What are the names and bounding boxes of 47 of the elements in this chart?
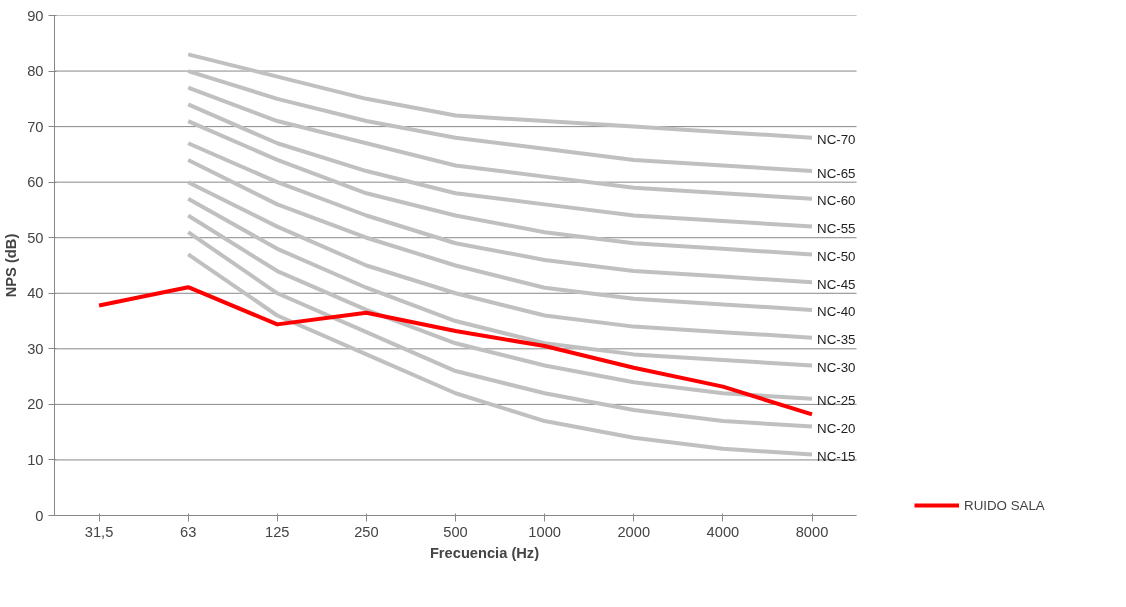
series-label: NC-25: [817, 393, 856, 409]
series-label: NC-40: [817, 304, 856, 320]
x-tick-label: 1000: [528, 523, 561, 540]
line-series: [186, 180, 815, 340]
y-tick-label: 60: [27, 174, 44, 191]
y-tick-label: 80: [27, 63, 44, 80]
series-label: NC-65: [817, 165, 856, 181]
y-tick-label: 0: [35, 507, 44, 524]
series-label: NC-70: [817, 132, 856, 148]
line-series: [186, 119, 815, 257]
legend-label: RUIDO SALA: [964, 497, 1045, 513]
line-series: [186, 102, 815, 229]
x-tick-label: 500: [443, 523, 468, 540]
line-series: [186, 69, 815, 174]
x-tick-label: 8000: [795, 523, 829, 540]
line-series: [186, 252, 815, 457]
y-tick-label: 70: [27, 118, 44, 135]
x-tick-label: 125: [265, 523, 290, 540]
y-tick-label: 90: [27, 7, 44, 24]
x-tick-label: 4000: [706, 523, 740, 540]
line-series: [97, 285, 815, 417]
line-series: [186, 213, 815, 401]
series-label: NC-60: [817, 193, 856, 209]
series-label: NC-20: [817, 421, 856, 437]
x-tick-label: 250: [354, 523, 379, 540]
line-series: [186, 85, 815, 201]
series-label: NC-45: [817, 276, 856, 292]
series-label: NC-30: [817, 360, 856, 375]
x-tick-label: 31,5: [84, 523, 114, 540]
y-tick-label: 50: [27, 229, 44, 246]
series-label: NC-50: [817, 248, 856, 264]
y-tick-label: 30: [27, 340, 44, 357]
y-tick-label: 40: [27, 285, 44, 302]
line-series: [186, 157, 815, 312]
line-series: [186, 52, 815, 140]
series-label: NC-35: [817, 332, 856, 348]
y-tick-label: 20: [27, 396, 44, 413]
line-series: [186, 230, 815, 429]
x-tick-label: 63: [180, 523, 197, 540]
series-label: NC-55: [817, 221, 856, 237]
y-axis-title: NPS (dB): [3, 233, 20, 298]
y-tick-label: 10: [27, 451, 44, 468]
line-series: [186, 196, 815, 368]
x-axis-title: Frecuencia (Hz): [429, 544, 540, 561]
x-tick-label: 2000: [617, 523, 651, 540]
series-label: NC-15: [817, 448, 856, 464]
line-series: [186, 141, 815, 285]
